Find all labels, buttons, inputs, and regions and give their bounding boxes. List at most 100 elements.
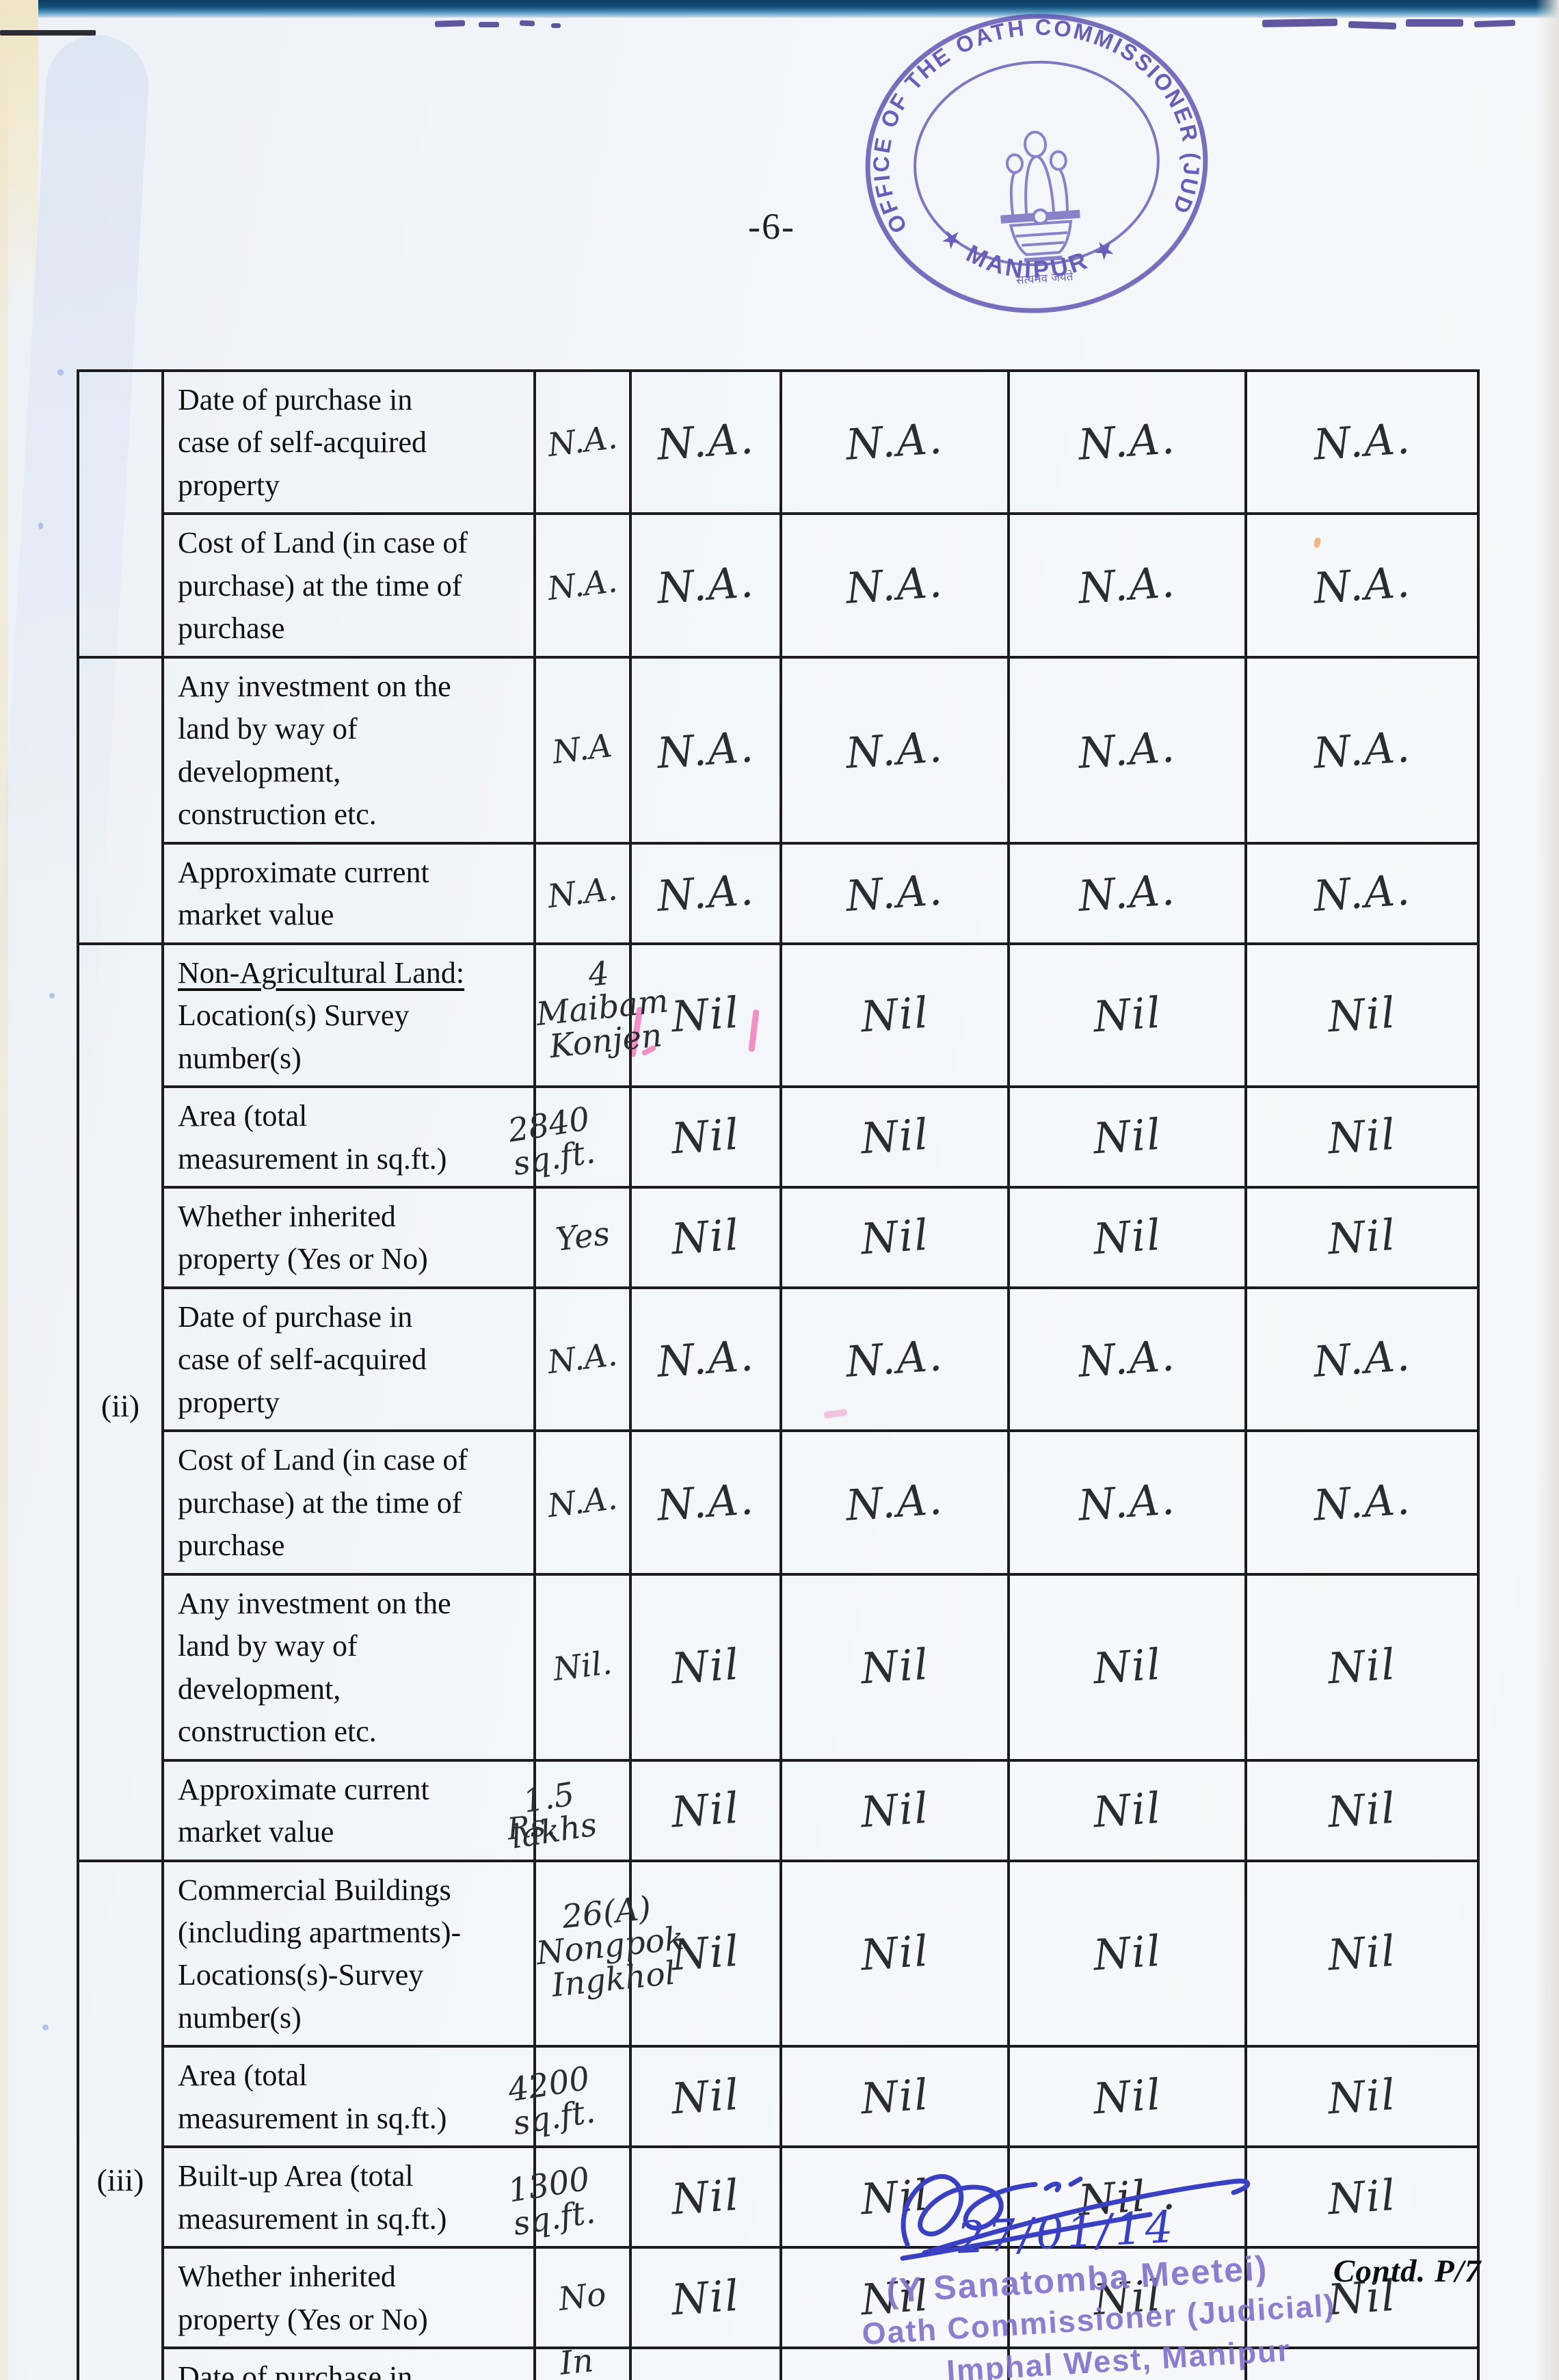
value-cell: N.A. [1007,841,1247,945]
table-row: Built-up Area (total measurement in sq.f… [78,2145,1480,2249]
value-cell: Nil [1007,2346,1247,2380]
oath-commissioner-seal: OFFICE OF THE OATH COMMISSIONER (JUDICIA… [851,0,1209,313]
value-cell: N.A. [1007,1429,1247,1576]
value-cell: Nil [629,1085,782,1189]
value-cell: Nil [1244,2246,1480,2350]
value-cell: Nil [1007,1185,1247,1289]
value-cell: Nil [780,942,1010,1089]
value-cell: N.A. [533,1286,632,1433]
row-label: Date of purchase in case of self-acquire… [161,2346,536,2380]
ashoka-emblem-icon [1000,131,1080,263]
row-label: Area (total measurement in sq.ft.) [161,1085,536,1189]
value-cell: Nil [1007,942,1247,1089]
value-cell: N.A. [1007,1286,1247,1433]
paper-left-edge [0,0,8,2380]
value-cell: Nil [629,1185,782,1289]
row-label: Non-Agricultural Land: Location(s) Survey… [161,942,536,1089]
value-cell: Nil [780,2145,1010,2249]
ink-smear [1406,19,1463,27]
paper-right-edge [1536,0,1559,2380]
value-cell: Nil [780,1085,1010,1189]
row-label: Date of purchase in case of self-acquire… [161,1286,536,1433]
row-index-cell [77,655,164,945]
value-cell: N.A. [533,841,632,945]
row-label-underline: Non-Agricultural Land: [178,955,465,990]
table-row: Approximate current market value N.A. N.… [78,841,1480,945]
table-row: Any investment on the land by way of dev… [77,655,1480,945]
row-label: Area (total measurement in sq.ft.) [161,2045,536,2149]
table-row: Area (total measurement in sq.ft.) 2840 … [78,1085,1480,1189]
value-cell: N.A. [629,841,782,945]
row-label: Cost of Land (in case of purchase) at th… [161,1429,536,1576]
value-cell: Nil [1007,1085,1247,1189]
row-label: Any investment on the land by way of dev… [161,655,536,845]
value-cell: Nil [1244,2346,1480,2380]
ink-smear [1348,21,1397,30]
value-cell: N.A. [1244,1286,1480,1433]
value-cell: Nil [1244,2045,1480,2149]
value-cell: N.A. [629,1286,782,1433]
table-row: Whether inherited property (Yes or No) N… [78,2246,1480,2350]
value-cell: N.A. [780,1286,1010,1433]
value-cell: Nil [629,2246,782,2350]
ink-speck [57,369,64,375]
value-cell: Nil [1007,1859,1247,2048]
value-cell: N.A. [629,512,782,659]
value-cell: Nil [780,1758,1010,1862]
value-cell: Nil [629,1758,782,1862]
value-cell: N.A. [1244,841,1480,945]
value-cell: Nil. [533,1572,632,1762]
value-cell: N.A. [780,369,1010,516]
value-cell: 4200 sq.ft. [505,2045,632,2149]
table-row: Date of purchase in case of self-acquire… [77,369,1480,659]
value-cell: Nil [1244,1758,1480,1862]
value-cell: Nil [1244,2145,1480,2249]
row-label: Cost of Land (in case of purchase) at th… [161,512,536,659]
value-cell: N.A. [780,841,1010,945]
value-cell: N.A. [629,1429,782,1576]
value-cell: 4 Maibam Konjen [533,942,670,1089]
value-cell: Nil [1244,1572,1480,1762]
value-cell: Nil [1244,942,1480,1089]
seal-ring-text: OFFICE OF THE OATH COMMISSIONER (JUDICIA… [851,0,1209,242]
row-index-cell: (iii) [77,1859,164,2380]
value-cell: Nil [780,2246,1010,2350]
value-cell: 1300 sq.ft. [505,2145,632,2249]
value-cell: N.A. [1244,1429,1480,1576]
scan-mark [0,30,96,36]
row-label: Commercial Buildings (including apartmen… [161,1859,536,2048]
value-cell: Nil [629,2145,782,2249]
table-row: Whether inherited property (Yes or No) Y… [78,1185,1480,1289]
value-cell: Nil [780,1572,1010,1762]
row-label: Approximate current market value Rs. [161,1758,557,1862]
value-cell: No [533,2246,632,2350]
value-cell: Nil [1244,1085,1480,1189]
signature-ink [900,2174,1251,2261]
value-cell: N.A. [780,655,1010,845]
value-cell: Nil [780,1859,1010,2048]
table-row: (iii) Commercial Buildings (including ap… [77,1859,1480,2380]
value-cell: Nil [780,2346,1010,2380]
value-cell: N.A. [533,369,632,516]
value-cell: N.A. [1244,512,1480,659]
value-cell: N.A. [1244,369,1480,516]
value-cell: N.A. [1007,655,1247,845]
value-cell: Nil [1244,1185,1480,1289]
ink-smear [1474,19,1516,28]
ink-smear [1262,18,1338,27]
ink-smear [551,23,561,28]
property-details-table: Date of purchase in case of self-acquire… [77,369,1480,2380]
row-label: Whether inherited property (Yes or No) [161,1185,536,1289]
ink-smear [479,22,499,27]
value-cell: Nil [629,2045,782,2149]
ink-smear [434,20,466,27]
row-label: Any investment on the land by way of dev… [161,1572,536,1762]
page-number: -6- [748,206,795,247]
value-cell: 2840 sq.ft. [505,1085,632,1189]
value-cell: Nil [780,2045,1010,2149]
value-cell: N.A. [1007,369,1247,516]
table-row: Any investment on the land by way of dev… [78,1572,1480,1762]
row-label: Approximate current market value [161,841,536,945]
value-cell: N.A. [629,369,782,516]
